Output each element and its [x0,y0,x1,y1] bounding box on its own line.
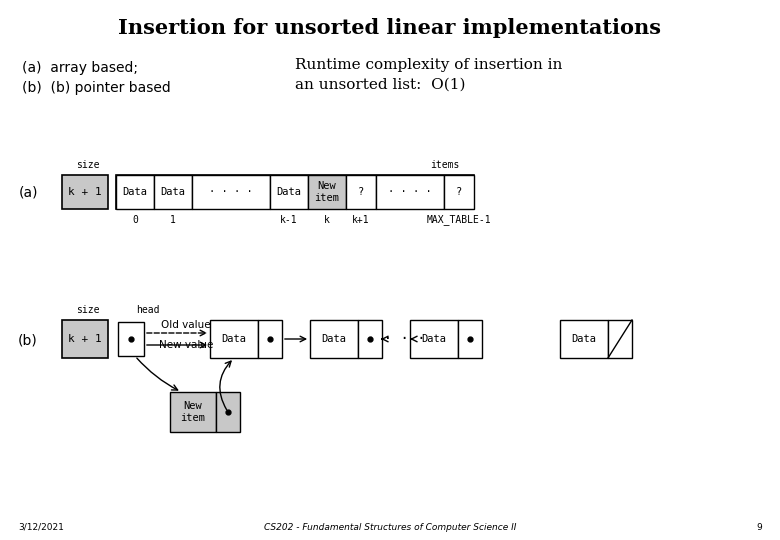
FancyBboxPatch shape [258,320,282,358]
Text: k + 1: k + 1 [68,187,102,197]
FancyBboxPatch shape [170,392,216,432]
Text: MAX_TABLE-1: MAX_TABLE-1 [427,214,491,226]
FancyBboxPatch shape [270,175,308,209]
FancyBboxPatch shape [62,320,108,358]
Text: ?: ? [456,187,462,197]
Text: k + 1: k + 1 [68,334,102,344]
Text: size: size [76,305,100,315]
Text: Data: Data [222,334,246,344]
Text: size: size [76,160,100,170]
Text: head: head [136,305,160,315]
Text: Data: Data [421,334,446,344]
Text: Data: Data [122,187,147,197]
Text: an unsorted list:  O(1): an unsorted list: O(1) [295,78,466,92]
FancyBboxPatch shape [308,175,346,209]
FancyBboxPatch shape [216,392,240,432]
Text: 3/12/2021: 3/12/2021 [18,523,64,531]
Text: 0: 0 [132,215,138,225]
Text: New
item: New item [314,181,339,203]
Text: Data: Data [161,187,186,197]
FancyBboxPatch shape [560,320,608,358]
Text: Insertion for unsorted linear implementations: Insertion for unsorted linear implementa… [119,18,661,38]
Text: Data: Data [321,334,346,344]
Text: New value: New value [159,340,213,350]
FancyBboxPatch shape [444,175,474,209]
Text: 9: 9 [757,523,762,531]
Text: k+1: k+1 [353,215,370,225]
Text: CS202 - Fundamental Structures of Computer Science II: CS202 - Fundamental Structures of Comput… [264,523,516,531]
FancyBboxPatch shape [376,175,444,209]
Text: Data: Data [572,334,597,344]
Text: items: items [431,160,459,170]
FancyBboxPatch shape [410,320,458,358]
Text: Old value: Old value [161,320,211,330]
Text: 1: 1 [170,215,176,225]
Text: · · · ·: · · · · [367,332,425,346]
Text: (b): (b) [18,333,38,347]
FancyBboxPatch shape [358,320,382,358]
FancyBboxPatch shape [154,175,192,209]
FancyBboxPatch shape [346,175,376,209]
Text: k: k [324,215,330,225]
Text: Data: Data [276,187,302,197]
FancyBboxPatch shape [118,322,144,356]
Text: (a): (a) [18,186,37,200]
Text: ?: ? [358,187,364,197]
Text: New
item: New item [180,401,205,423]
FancyBboxPatch shape [62,175,108,209]
Text: (a)  array based;: (a) array based; [22,61,138,75]
FancyBboxPatch shape [458,320,482,358]
Text: Runtime complexity of insertion in: Runtime complexity of insertion in [295,58,562,72]
FancyBboxPatch shape [608,320,632,358]
FancyBboxPatch shape [116,175,474,209]
FancyBboxPatch shape [192,175,270,209]
Text: (b)  (b) pointer based: (b) (b) pointer based [22,81,171,95]
Text: · · · ·: · · · · [209,187,253,197]
Text: · · · ·: · · · · [388,187,432,197]
Text: k-1: k-1 [280,215,298,225]
FancyBboxPatch shape [116,175,154,209]
FancyBboxPatch shape [310,320,358,358]
FancyBboxPatch shape [210,320,258,358]
